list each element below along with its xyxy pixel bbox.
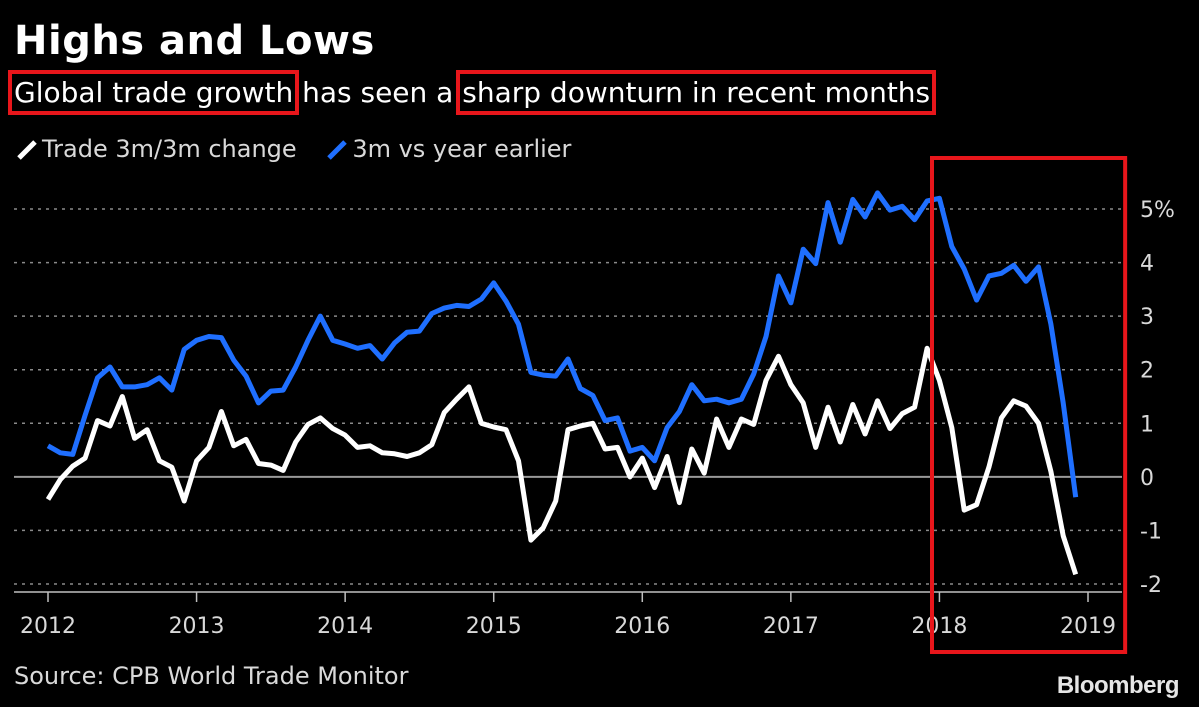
legend-item-trade-3m3m: Trade 3m/3m change [16, 135, 297, 163]
chart-legend: Trade 3m/3m change 3m vs year earlier [16, 135, 593, 163]
y-tick-label: -1 [1140, 519, 1162, 544]
chart-subtitle: Global trade growth has seen a sharp dow… [7, 70, 937, 115]
x-tick-label: 2018 [911, 614, 967, 639]
subtitle-highlight-downturn: sharp downturn in recent months [456, 70, 937, 115]
y-tick-label: -2 [1140, 573, 1162, 598]
y-tick-label: 2 [1140, 359, 1154, 384]
y-tick-label: 5% [1140, 198, 1175, 223]
y-tick-label: 3 [1140, 305, 1154, 330]
legend-swatch-blue-icon [327, 140, 348, 160]
x-tick-label: 2019 [1060, 614, 1116, 639]
legend-swatch-white-icon [17, 140, 37, 160]
y-tick-label: 0 [1140, 466, 1154, 491]
chart-title: Highs and Lows [14, 18, 375, 64]
axis-layer: 5% 4 3 2 1 0 -1 -2 2012 2013 2014 2015 2016 2017 2018 2… [14, 198, 1175, 639]
series-layer [45, 190, 1079, 576]
series-line-3m-yoy [46, 190, 1079, 498]
subtitle-middle-text: has seen a [293, 76, 463, 109]
bloomberg-logo: Bloomberg [1056, 672, 1180, 699]
legend-item-3m-yoy: 3m vs year earlier [326, 135, 571, 163]
highlight-box-recent-months [930, 156, 1128, 654]
grid-layer [14, 208, 1122, 585]
y-tick-label: 4 [1140, 252, 1154, 277]
legend-label-trade-3m3m: Trade 3m/3m change [42, 135, 297, 163]
x-tick-label: 2014 [317, 614, 373, 639]
annotation-layer [930, 156, 1128, 654]
x-tick-label: 2015 [466, 614, 522, 639]
x-tick-label: 2013 [169, 614, 225, 639]
x-tick-label: 2012 [20, 614, 76, 639]
series-line-trade-3m3m [45, 345, 1079, 576]
source-note: Source: CPB World Trade Monitor [14, 662, 409, 690]
y-tick-label: 1 [1140, 412, 1154, 437]
x-tick-label: 2016 [614, 614, 670, 639]
subtitle-highlight-trade-growth: Global trade growth [7, 70, 300, 115]
legend-label-3m-yoy: 3m vs year earlier [352, 135, 572, 163]
x-tick-label: 2017 [763, 614, 819, 639]
